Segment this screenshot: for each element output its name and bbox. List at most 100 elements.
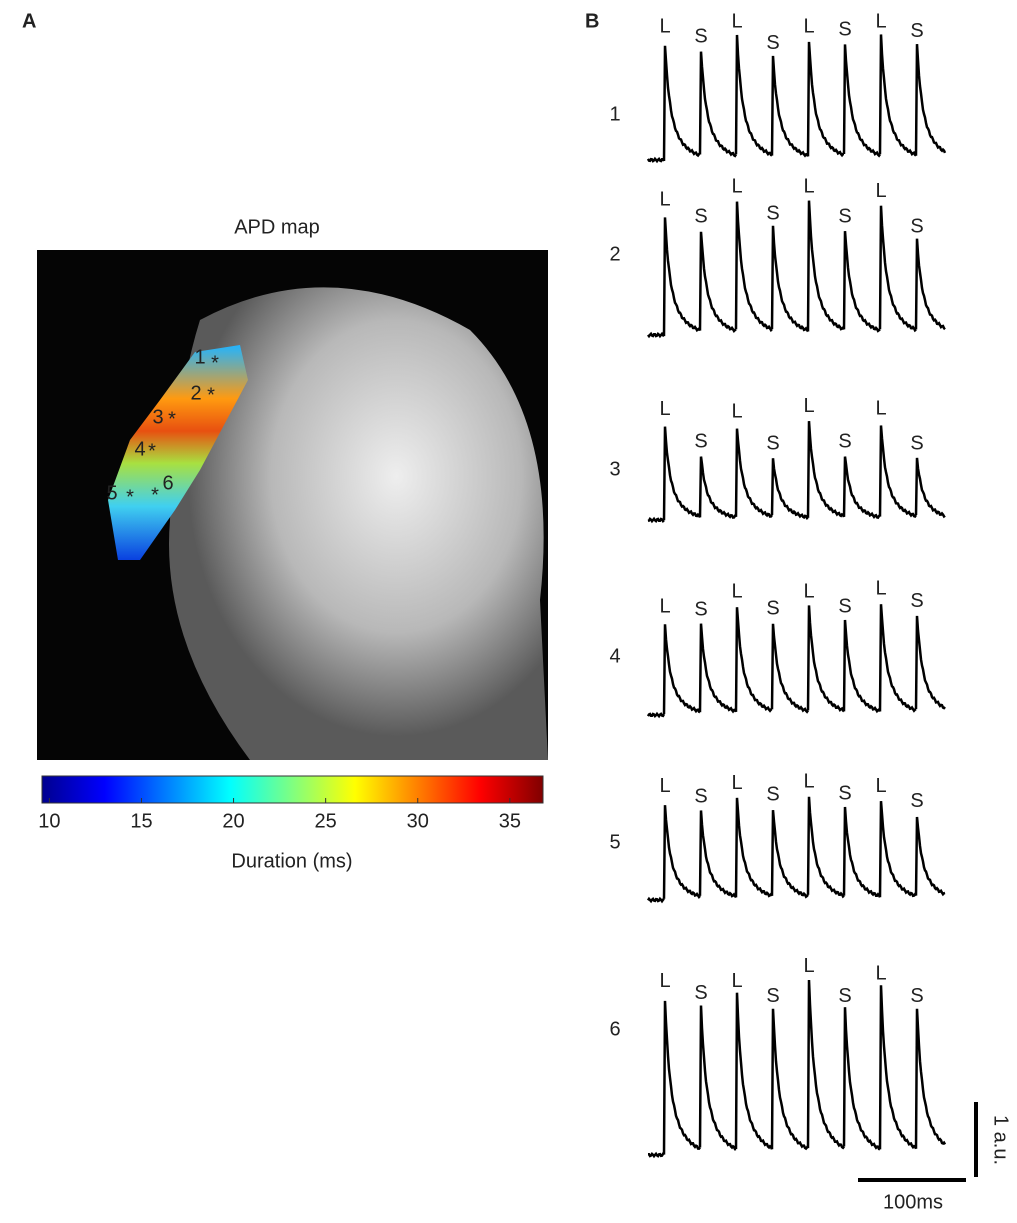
- beat-label: L: [659, 188, 670, 210]
- beat-label: L: [875, 577, 886, 599]
- trace-baseline: [647, 331, 665, 339]
- beat-label: S: [910, 215, 923, 237]
- beat: [878, 604, 917, 713]
- colorbar-tick-label: 30: [407, 810, 429, 832]
- beat-label: L: [875, 10, 886, 32]
- colorbar-tick-label: 25: [315, 810, 337, 832]
- colorbar-tick-label: 20: [222, 810, 244, 832]
- beat-label: L: [803, 176, 814, 198]
- beat-label: S: [766, 433, 779, 455]
- beat-label: L: [659, 775, 670, 797]
- beat-label: L: [731, 176, 742, 198]
- beat-label: S: [766, 203, 779, 225]
- beat-label: S: [694, 982, 707, 1004]
- beat-label: S: [910, 590, 923, 612]
- beat: [842, 1007, 881, 1151]
- beat-label: L: [803, 955, 814, 977]
- beat: [662, 426, 702, 521]
- beat: [914, 44, 947, 156]
- point-label: 6: [162, 472, 173, 494]
- beat-label: S: [766, 985, 779, 1007]
- beat: [770, 809, 809, 899]
- beat-label: L: [875, 775, 886, 797]
- beat: [878, 425, 918, 519]
- beat: [842, 619, 882, 714]
- amplitude-scale-label: 1 a.u.: [990, 1115, 1012, 1165]
- beat: [914, 457, 946, 519]
- beat: [806, 979, 845, 1150]
- beat: [770, 225, 810, 333]
- beat-label: S: [838, 206, 851, 228]
- point-label: 2: [190, 382, 201, 404]
- beat: [806, 200, 846, 332]
- beat: [662, 624, 701, 715]
- beat-label: S: [766, 32, 779, 54]
- point-marker: *: [126, 486, 134, 508]
- beat: [770, 623, 810, 714]
- beat: [806, 605, 845, 713]
- beat: [806, 41, 844, 158]
- beat-label: L: [875, 963, 886, 985]
- beat-label: S: [694, 598, 707, 620]
- trace-baseline: [647, 516, 665, 524]
- beat: [698, 810, 738, 899]
- beat: [662, 1000, 701, 1155]
- colorbar-label: Duration (ms): [231, 850, 352, 872]
- beat-label: L: [659, 398, 670, 420]
- beat-label: L: [875, 397, 886, 419]
- beat: [842, 44, 882, 158]
- map-title: APD map: [234, 216, 320, 238]
- trace-name: 5: [609, 831, 620, 853]
- trace-name: 1: [609, 103, 620, 125]
- trace-name: 6: [609, 1018, 620, 1040]
- beat-label: S: [694, 25, 707, 47]
- beat-label: L: [659, 595, 670, 617]
- colorbar-tick-label: 10: [38, 810, 60, 832]
- beat: [770, 458, 809, 520]
- beat: [770, 1008, 809, 1151]
- beat-label: S: [838, 985, 851, 1007]
- colorbar-tick-label: 15: [130, 810, 152, 832]
- beat-label: L: [659, 16, 670, 38]
- beat: [734, 992, 774, 1150]
- beat: [842, 456, 881, 520]
- beat-label: L: [731, 970, 742, 992]
- point-label: 4: [134, 438, 145, 460]
- trace-baseline: [646, 896, 665, 904]
- beat: [770, 55, 810, 158]
- apd-patch: [108, 345, 248, 560]
- beat: [662, 217, 702, 337]
- beat: [914, 816, 946, 897]
- trace-name: 4: [609, 645, 620, 667]
- beat-label: L: [875, 180, 886, 202]
- beat: [878, 205, 917, 333]
- beat-label: S: [910, 985, 923, 1007]
- heart-image: [169, 287, 548, 760]
- beat: [662, 45, 701, 162]
- beat: [734, 201, 773, 333]
- beat: [734, 428, 774, 518]
- beat: [662, 805, 701, 900]
- beat-label: S: [910, 20, 923, 42]
- beat: [806, 421, 846, 518]
- beat-label: S: [694, 786, 707, 808]
- beat: [698, 231, 737, 334]
- point-label: 3: [152, 406, 163, 428]
- beat-label: L: [731, 580, 742, 602]
- beat: [878, 34, 917, 157]
- beat-label: L: [731, 772, 742, 794]
- beat-label: S: [838, 595, 851, 617]
- beat-label: L: [659, 970, 670, 992]
- panel-label: B: [585, 10, 599, 32]
- trace-name: 3: [609, 458, 620, 480]
- beat: [698, 1005, 737, 1151]
- beat-label: L: [731, 10, 742, 32]
- beat: [734, 607, 773, 713]
- point-marker: *: [211, 352, 219, 374]
- beat-label: S: [838, 19, 851, 41]
- point-marker: *: [168, 408, 176, 430]
- beat: [698, 51, 738, 158]
- beat: [914, 615, 946, 710]
